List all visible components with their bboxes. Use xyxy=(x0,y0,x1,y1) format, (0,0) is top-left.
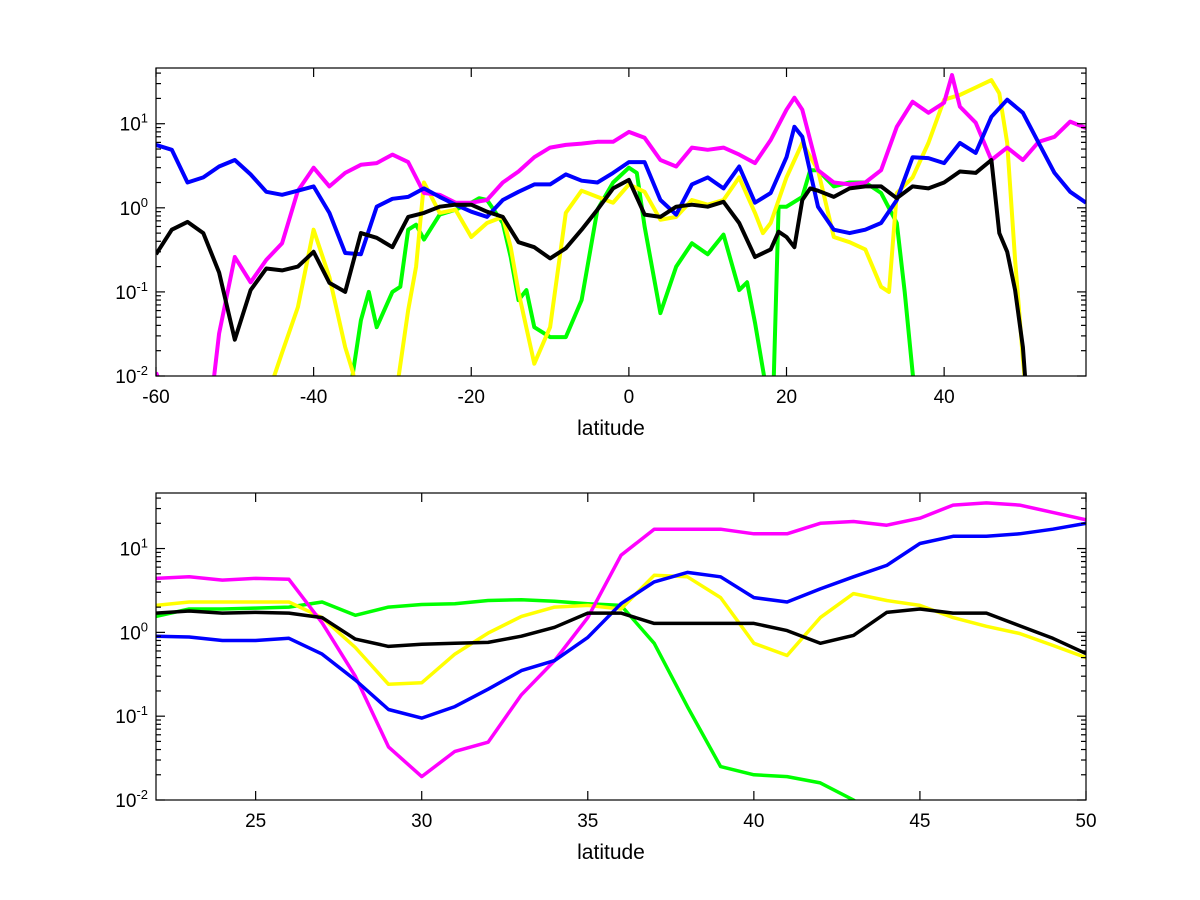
y-tick-exponent: 0 xyxy=(141,195,148,210)
x-tick-label: 20 xyxy=(776,387,797,408)
y-tick-base: 10 xyxy=(115,283,136,304)
y-tick-exponent: -1 xyxy=(136,703,148,718)
x-tick-label: 50 xyxy=(1075,811,1096,832)
series-line-blue xyxy=(156,521,1086,720)
series-line-blue xyxy=(156,97,1086,257)
series-line-magenta xyxy=(156,501,1086,779)
y-tick-base: 10 xyxy=(120,623,141,644)
x-tick-label: 0 xyxy=(624,387,635,408)
y-tick-exponent: 1 xyxy=(141,111,148,126)
y-tick-exponent: 1 xyxy=(141,536,148,551)
y-tick-label: 10-2 xyxy=(115,787,148,812)
x-tick-label: 45 xyxy=(909,811,930,832)
axes-frame xyxy=(155,67,1087,377)
x-tick-label: 25 xyxy=(245,811,266,832)
y-tick-exponent: -2 xyxy=(136,363,148,378)
y-tick-label: 10-1 xyxy=(115,703,148,728)
x-tick-label: 40 xyxy=(934,387,955,408)
y-tick-label: 10-1 xyxy=(115,279,148,304)
y-tick-label: 101 xyxy=(120,111,148,136)
series-line-green xyxy=(156,597,857,800)
y-tick-base: 10 xyxy=(115,707,136,728)
series-line-magenta xyxy=(156,73,1086,376)
y-tick-label: 10-2 xyxy=(115,363,148,388)
x-tick-label: -40 xyxy=(300,387,327,408)
x-tick-label: 30 xyxy=(411,811,432,832)
y-tick-exponent: 0 xyxy=(141,619,148,634)
x-tick-label: -20 xyxy=(458,387,485,408)
y-tick-exponent: -2 xyxy=(136,787,148,802)
y-tick-label: 100 xyxy=(120,195,148,220)
y-tick-base: 10 xyxy=(120,115,141,136)
y-tick-label: 101 xyxy=(120,536,148,561)
series-line-black xyxy=(156,158,1028,376)
y-tick-base: 10 xyxy=(120,199,141,220)
series-group xyxy=(156,501,1086,800)
y-tick-exponent: -1 xyxy=(136,279,148,294)
axes-frame xyxy=(155,492,1087,801)
x-axis-label: latitude xyxy=(577,841,645,864)
x-tick-label: 35 xyxy=(577,811,598,832)
series-line-black xyxy=(156,607,1086,656)
x-tick-label: 40 xyxy=(743,811,764,832)
x-tick-label: -60 xyxy=(142,387,169,408)
y-tick-base: 10 xyxy=(120,540,141,561)
series-line-yellow xyxy=(272,78,1027,376)
y-tick-label: 100 xyxy=(120,619,148,644)
y-tick-base: 10 xyxy=(115,367,136,388)
x-axis-label: latitude xyxy=(577,417,645,440)
series-group xyxy=(156,73,1086,376)
y-tick-base: 10 xyxy=(115,791,136,812)
